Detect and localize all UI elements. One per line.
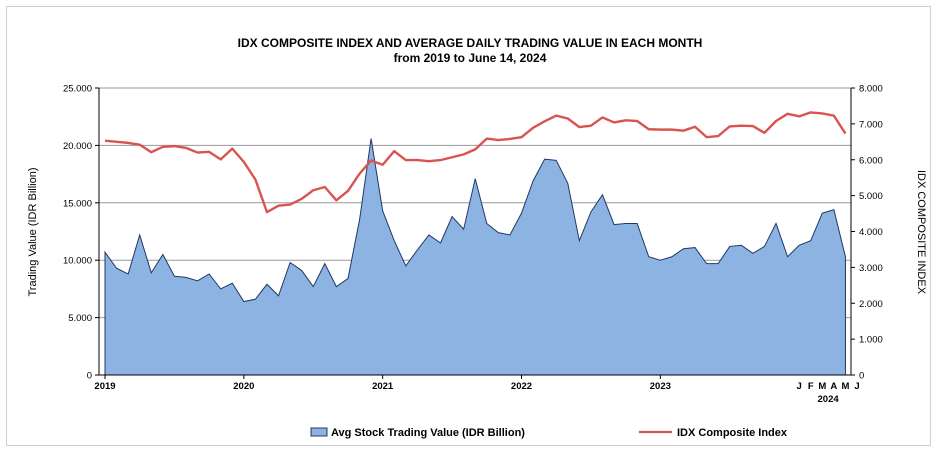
right-tick-label: 3.000 (859, 263, 883, 274)
x-month-label: J (854, 381, 859, 392)
x-month-label: A (830, 381, 837, 392)
right-tick-label: 0 (859, 371, 864, 382)
left-tick-label: 20.000 (63, 141, 92, 152)
right-axis-label: IDX COMPOSITE INDEX (915, 170, 927, 295)
area-trading-value (104, 138, 846, 376)
right-tick-label: 8.000 (859, 84, 883, 95)
left-axis-ticks: 0 5.000 10.000 15.000 20.000 25.000 (63, 84, 99, 382)
left-axis-label: Trading Value (IDR Billion) (27, 168, 39, 297)
right-tick-label: 6.000 (859, 155, 883, 166)
chart-subtitle: from 2019 to June 14, 2024 (394, 51, 547, 65)
left-tick-label: 5.000 (68, 313, 92, 324)
x-month-label: M (841, 381, 849, 392)
right-tick-label: 4.000 (859, 227, 883, 238)
right-tick-label: 1.000 (859, 335, 883, 346)
line-idx-composite (104, 111, 847, 214)
line-series (104, 111, 847, 214)
chart-title: IDX COMPOSITE INDEX AND AVERAGE DAILY TR… (238, 36, 703, 50)
right-axis-ticks: 0 1.000 2.000 3.000 4.000 5.000 6.000 7.000 8.00… (851, 84, 883, 382)
x-year-label: 2022 (511, 381, 532, 392)
legend-line-label: IDX Composite Index (677, 427, 788, 439)
left-tick-label: 0 (87, 371, 92, 382)
x-year-2024-label: 2024 (818, 394, 840, 405)
x-month-label: F (808, 381, 814, 392)
right-tick-label: 7.000 (859, 119, 883, 130)
right-tick-label: 2.000 (859, 299, 883, 310)
x-month-label: M (818, 381, 826, 392)
legend: Avg Stock Trading Value (IDR Billion) ID… (310, 427, 788, 439)
left-tick-label: 10.000 (63, 256, 92, 267)
x-year-label: 2020 (233, 381, 254, 392)
legend-area-label: Avg Stock Trading Value (IDR Billion) (331, 427, 525, 439)
area-series (104, 138, 846, 376)
x-month-label: J (797, 381, 802, 392)
x-year-label: 2021 (372, 381, 394, 392)
x-year-label: 2019 (94, 381, 115, 392)
legend-area-swatch (310, 427, 328, 437)
left-tick-label: 15.000 (63, 198, 92, 209)
left-tick-label: 25.000 (63, 84, 92, 95)
right-tick-label: 5.000 (859, 191, 883, 202)
x-year-label: 2023 (650, 381, 671, 392)
